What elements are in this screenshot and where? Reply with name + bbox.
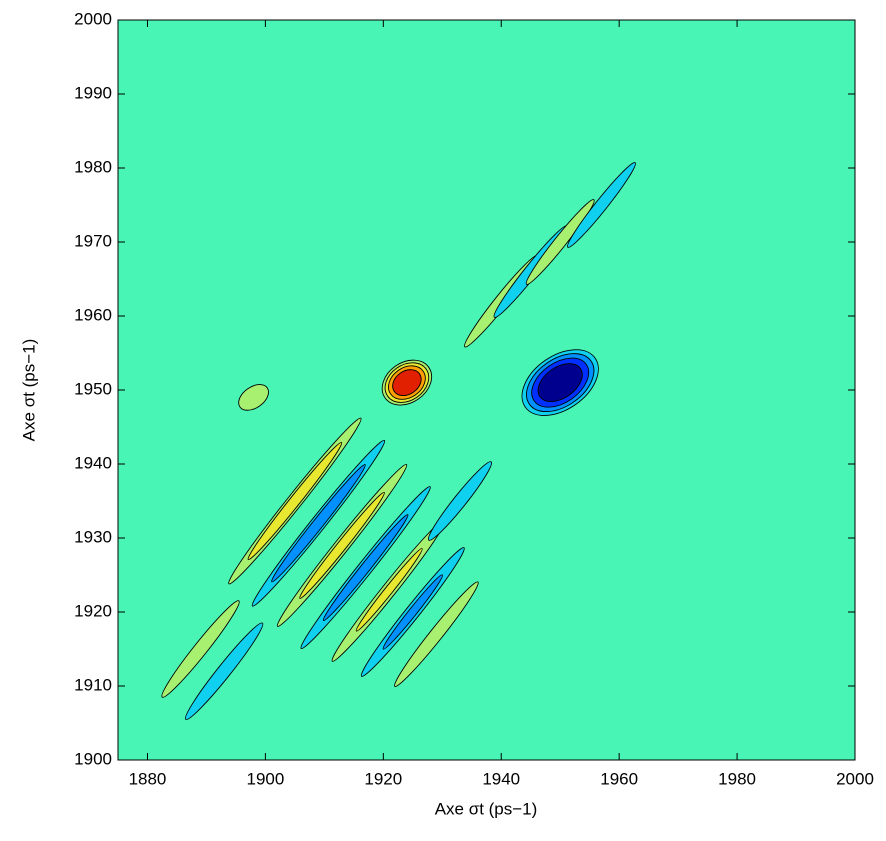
x-tick-label: 2000	[836, 769, 874, 788]
x-tick-label: 1960	[600, 769, 638, 788]
x-tick-label: 1940	[482, 769, 520, 788]
contour-region	[247, 441, 343, 561]
contour-region	[525, 199, 595, 285]
y-tick-label: 1980	[74, 157, 112, 176]
y-tick-label: 1970	[74, 231, 112, 250]
y-tick-label: 1940	[74, 453, 112, 472]
contour-region	[392, 369, 422, 397]
contour-region	[382, 574, 443, 650]
contour-region	[271, 464, 366, 583]
plot-background	[118, 20, 855, 760]
y-tick-label: 1950	[74, 379, 112, 398]
contour-region	[161, 600, 240, 698]
contour-region	[184, 622, 264, 720]
contour-region	[567, 162, 636, 248]
y-tick-label: 1900	[74, 749, 112, 768]
y-tick-label: 1930	[74, 527, 112, 546]
contour-region	[355, 548, 423, 632]
y-axis-label: Axe σt (ps−1)	[19, 339, 38, 442]
contour-region	[322, 514, 409, 622]
y-tick-label: 1960	[74, 305, 112, 324]
contour-region	[537, 363, 583, 403]
contour-region	[427, 461, 492, 541]
x-axis-label: Axe σt (ps−1)	[435, 799, 538, 818]
x-tick-label: 1880	[129, 769, 167, 788]
contours	[161, 162, 636, 720]
contour-region	[299, 491, 385, 599]
x-tick-label: 1920	[364, 769, 402, 788]
contour-region	[394, 581, 479, 687]
y-tick-label: 2000	[74, 9, 112, 28]
y-tick-label: 1910	[74, 675, 112, 694]
y-tick-label: 1990	[74, 83, 112, 102]
x-tick-label: 1900	[246, 769, 284, 788]
x-tick-label: 1980	[718, 769, 756, 788]
y-tick-label: 1920	[74, 601, 112, 620]
contour-region	[238, 384, 269, 411]
